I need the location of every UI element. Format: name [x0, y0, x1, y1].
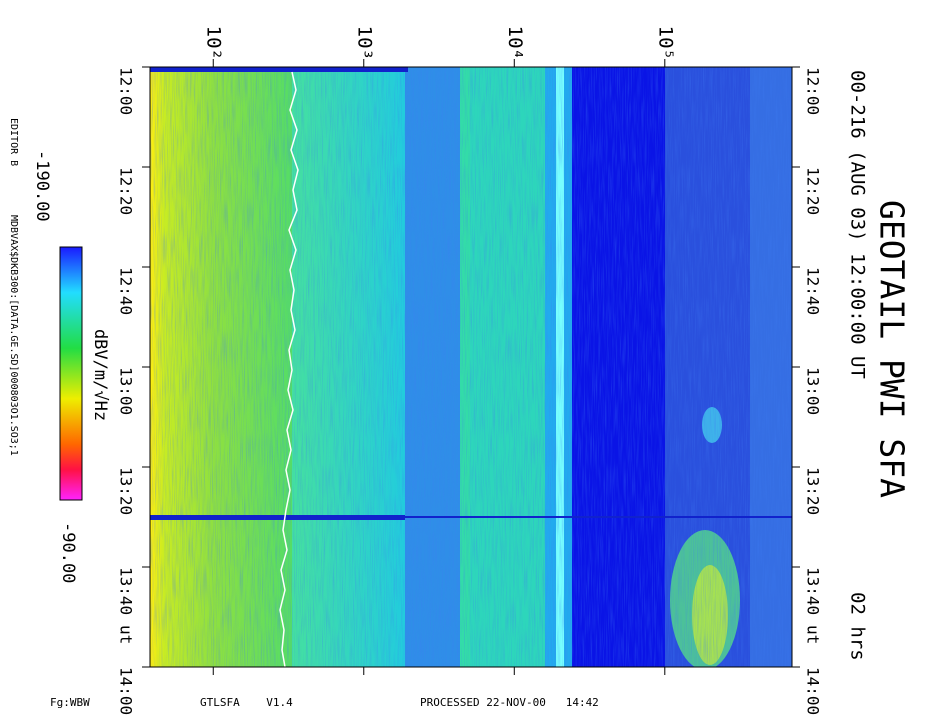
y-tick-label: 13:40 — [804, 567, 823, 615]
title: GEOTAIL PWI SFA — [873, 200, 912, 498]
file-path: MDBVAX$DKB300:[DATA.GE.SD]000803O1.SO3;1 — [8, 215, 19, 456]
y-tick-label: 12:00 — [804, 67, 823, 115]
y-tick-label: 13:20 — [804, 467, 823, 515]
y-unit: ut — [117, 625, 136, 644]
y-tick-label: 12:20 — [804, 167, 823, 215]
colorbar-label: dBV/m/√Hz — [90, 329, 110, 421]
colorbar-tick-label: -90.00 — [58, 522, 78, 583]
editor: EDITOR B — [8, 118, 19, 166]
footer-processed: PROCESSED 22-NOV-00 14:42 — [420, 696, 599, 709]
y-tick-label: 12:40 — [804, 267, 823, 315]
footer-program: GTLSFA V1.4 — [200, 696, 293, 709]
y-tick-label: 14:00 — [117, 667, 136, 715]
y-tick-label: 13:00 — [804, 367, 823, 415]
y-tick-label: 12:40 — [117, 267, 136, 315]
y-unit: ut — [804, 625, 823, 644]
spectrogram — [150, 67, 792, 667]
x-tick-label: 10³ — [353, 26, 375, 60]
footer-mode: Fg:WBW — [50, 696, 90, 709]
subtitle: 00-216 (AUG 03) 12:00:00 UT — [847, 70, 869, 379]
colorbar-tick-label: -190.00 — [32, 150, 52, 222]
x-tick-label: 10² — [203, 26, 225, 60]
y-tick-label: 13:40 — [117, 567, 136, 615]
colorbar — [59, 246, 83, 501]
y-tick-label: 14:00 — [804, 667, 823, 715]
y-tick-label: 13:00 — [117, 367, 136, 415]
y-tick-label: 12:20 — [117, 167, 136, 215]
y-tick-label: 12:00 — [117, 67, 136, 115]
y-tick-label: 13:20 — [117, 467, 136, 515]
x-tick-label: 10⁵ — [654, 26, 676, 60]
x-tick-label: 10⁴ — [504, 26, 526, 60]
duration: 02 hrs — [847, 592, 869, 661]
